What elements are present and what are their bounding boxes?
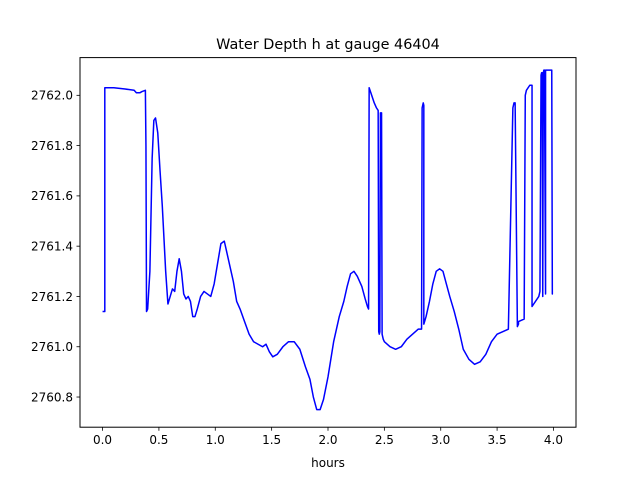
series-line-0 — [102, 69, 554, 411]
x-tick-label: 3.0 — [431, 433, 450, 447]
x-tick-label: 0.0 — [93, 433, 112, 447]
y-tick-label: 2761.6 — [31, 189, 73, 203]
axes-frame — [79, 57, 577, 428]
x-axis-label: hours — [311, 456, 345, 470]
x-tick-label: 1.0 — [206, 433, 225, 447]
y-tick-label: 2762.0 — [31, 89, 73, 103]
y-axis: 2760.8 2761.0 2761.2 2761.4 2761.6 2761.8 2762… — [31, 89, 80, 404]
x-tick-label: 3.5 — [488, 433, 507, 447]
x-tick-label: 1.5 — [262, 433, 281, 447]
y-tick-label: 2760.8 — [31, 390, 73, 404]
y-tick-label: 2761.0 — [31, 340, 73, 354]
x-axis: 0.0 0.5 1.0 1.5 2.0 2.5 3.0 3.5 4.0 — [93, 427, 563, 447]
y-tick-label: 2761.2 — [31, 290, 73, 304]
x-tick-label: 0.5 — [149, 433, 168, 447]
x-tick-label: 2.0 — [318, 433, 337, 447]
plot-area — [102, 69, 554, 411]
y-tick-label: 2761.4 — [31, 239, 73, 253]
x-tick-label: 2.5 — [375, 433, 394, 447]
chart-title: Water Depth h at gauge 46404 — [216, 37, 440, 53]
y-tick-label: 2761.8 — [31, 139, 73, 153]
x-tick-label: 4.0 — [544, 433, 563, 447]
